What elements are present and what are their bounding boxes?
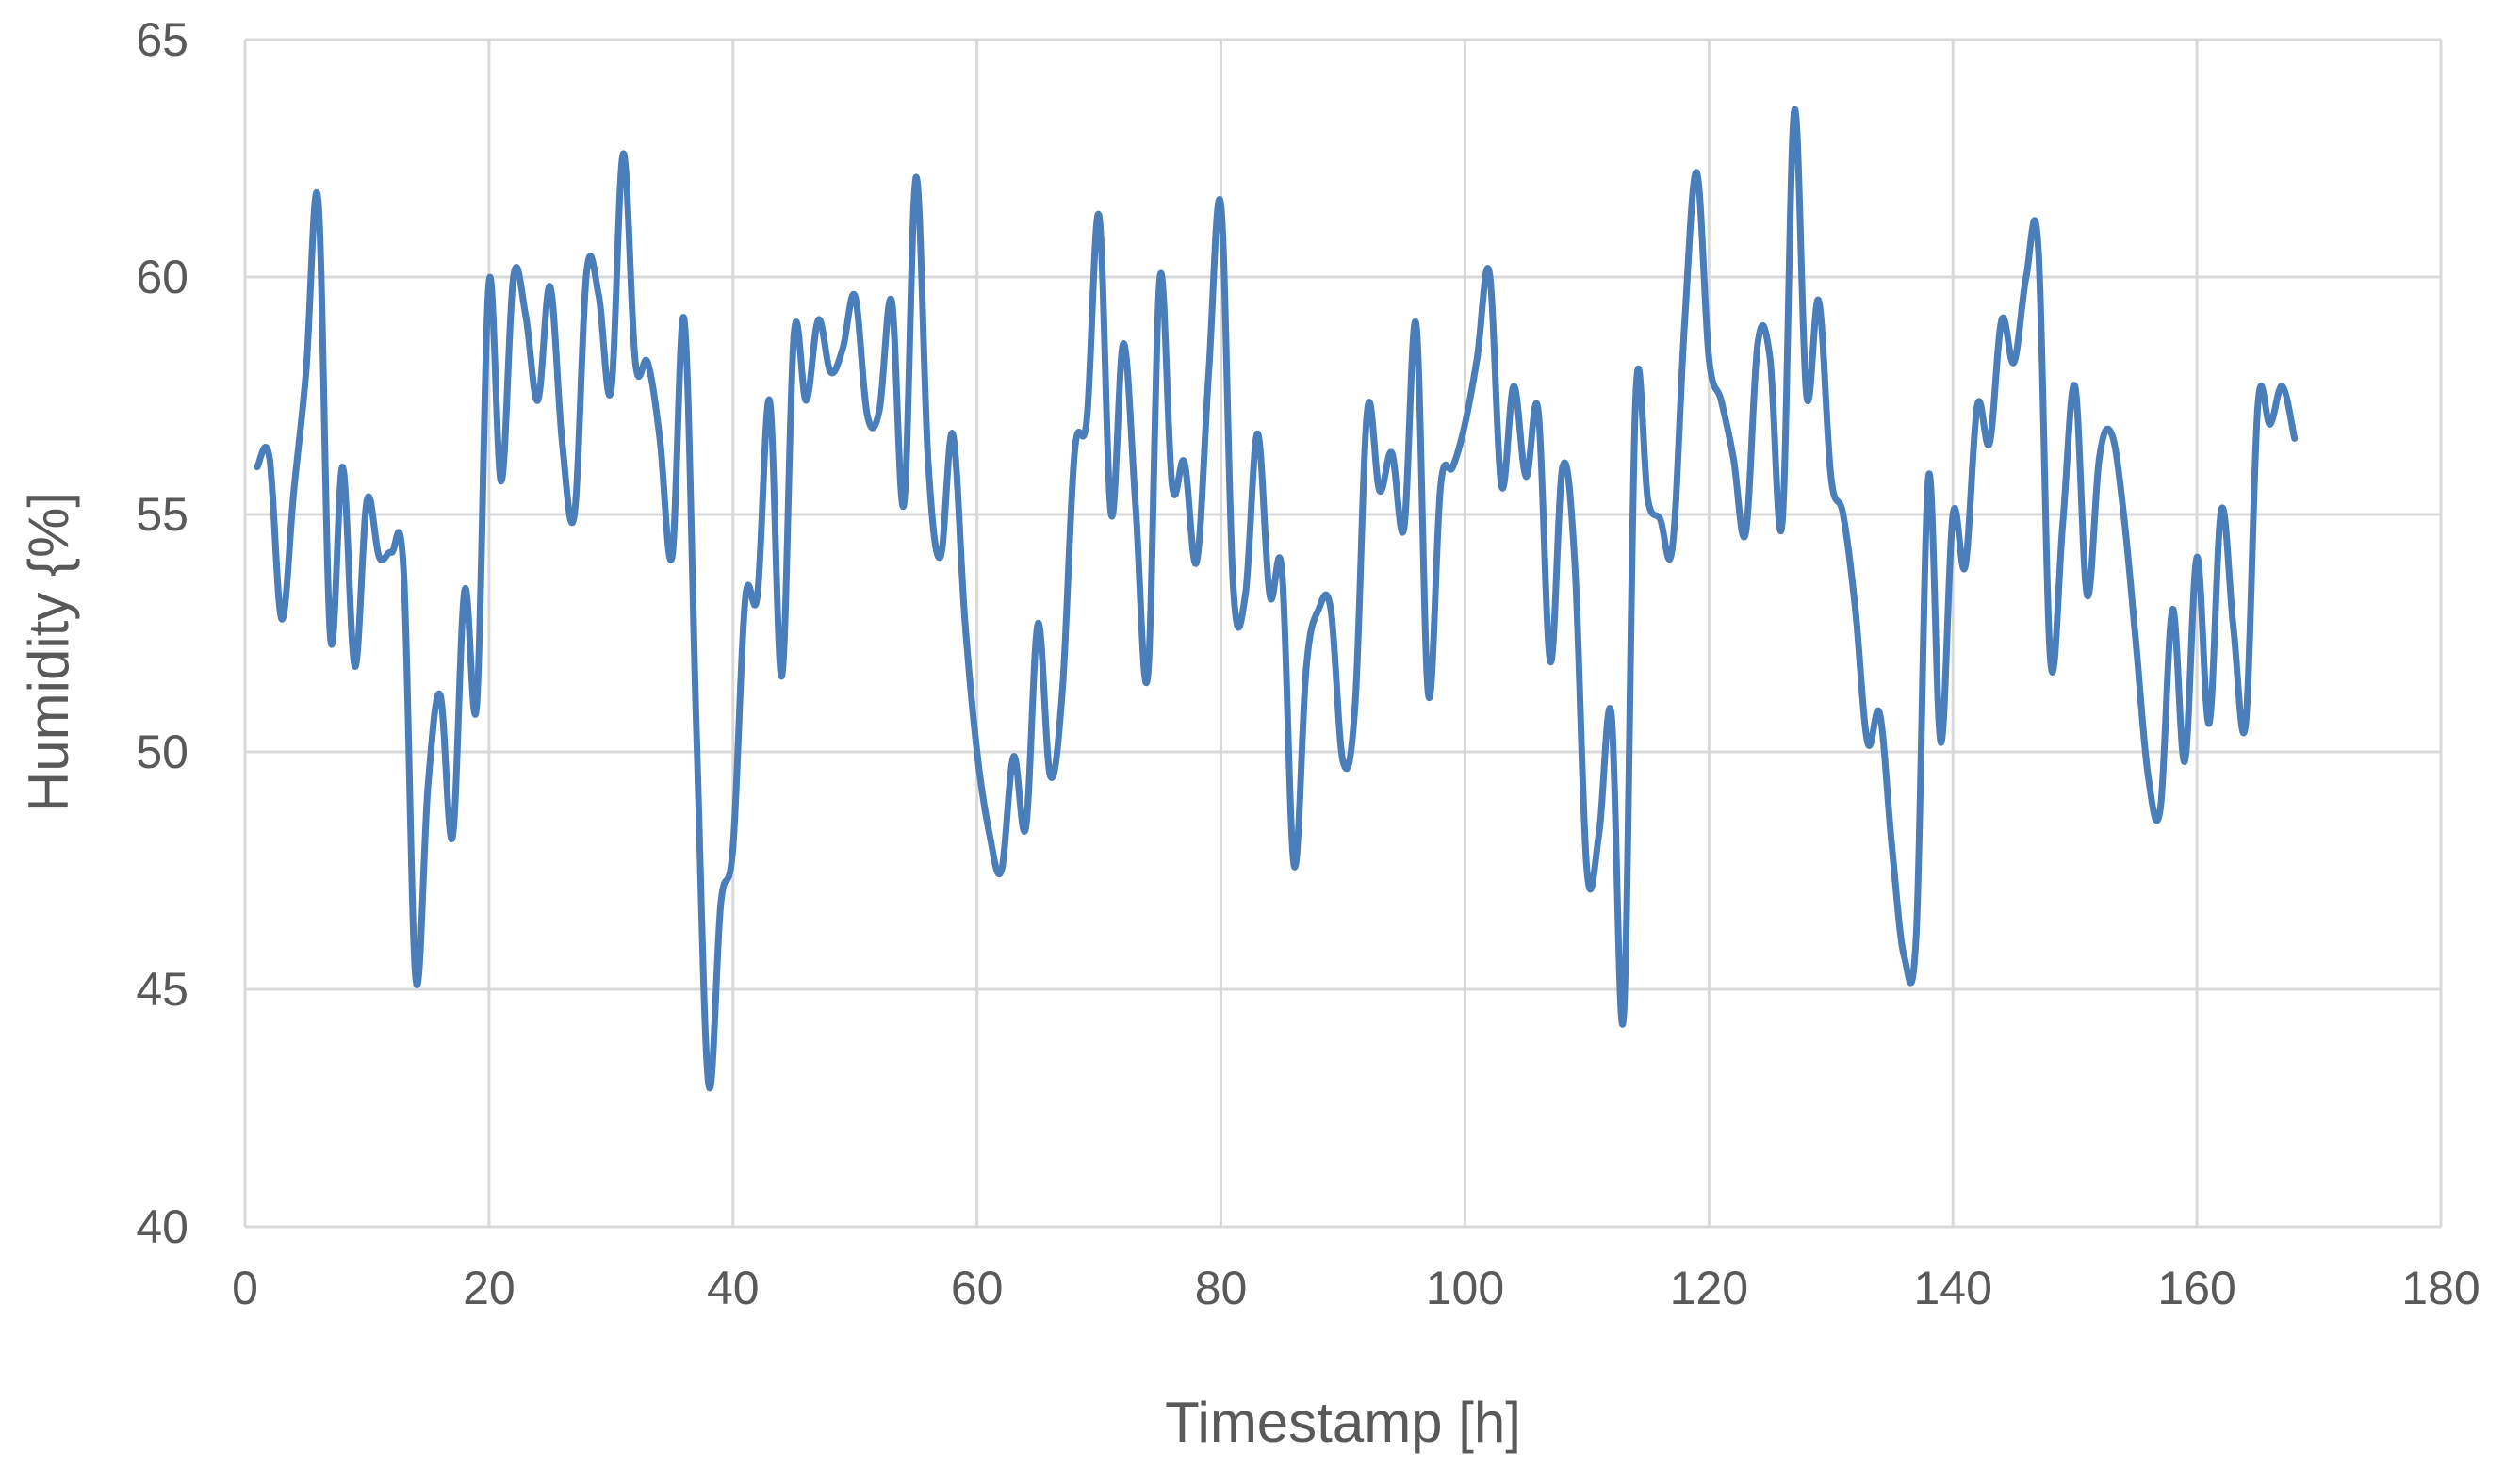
x-tick-label: 0 — [232, 1262, 258, 1314]
tick-labels: 0 20 40 60 80 100 120 140 160 180 40 45 50 55 60 65 — [136, 13, 2480, 1314]
axes — [243, 40, 2441, 1229]
x-tick-label: 120 — [1670, 1262, 1748, 1314]
x-tick-label: 180 — [2401, 1262, 2480, 1314]
x-axis-title: Timestamp [h] — [1165, 1391, 1521, 1454]
x-tick-label: 80 — [1195, 1262, 1248, 1314]
x-tick-label: 100 — [1426, 1262, 1504, 1314]
x-tick-label: 40 — [707, 1262, 760, 1314]
x-tick-label: 20 — [463, 1262, 516, 1314]
y-tick-label: 60 — [136, 251, 188, 303]
x-tick-label: 60 — [951, 1262, 1004, 1314]
y-axis-title: Humidity {%] — [17, 492, 80, 812]
grid — [245, 38, 2443, 1227]
y-tick-label: 40 — [136, 1200, 188, 1253]
x-tick-label: 160 — [2157, 1262, 2235, 1314]
series — [254, 106, 2299, 1092]
y-tick-label: 65 — [136, 13, 188, 66]
y-tick-label: 55 — [136, 488, 188, 541]
x-tick-label: 140 — [1914, 1262, 1992, 1314]
y-tick-label: 50 — [136, 726, 188, 778]
y-tick-label: 45 — [136, 963, 188, 1016]
humidity-series-line — [254, 106, 2299, 1092]
